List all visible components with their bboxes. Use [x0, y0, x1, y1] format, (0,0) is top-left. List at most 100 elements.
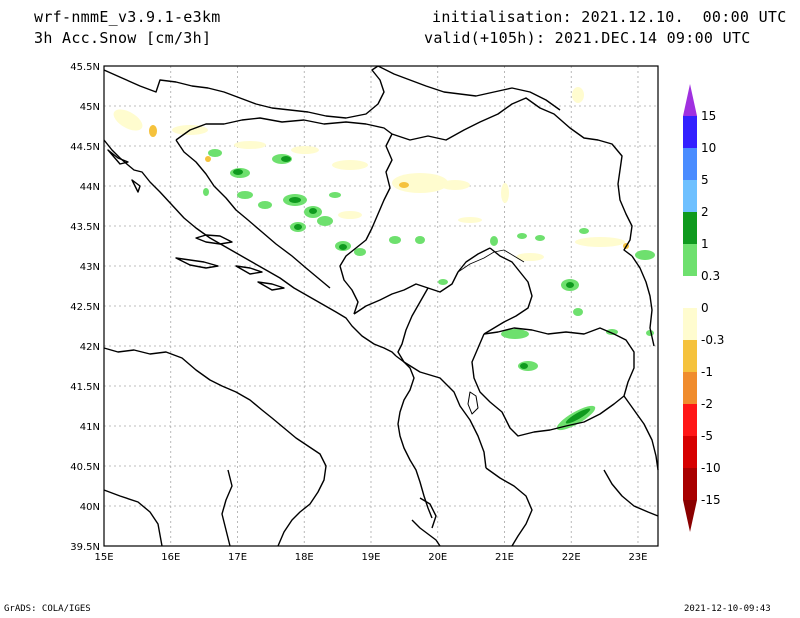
lat-label: 45.5N: [70, 62, 100, 73]
colorbar-label: 10: [701, 141, 716, 155]
colorbar-label: -5: [701, 429, 713, 443]
colorbar-swatch: [683, 276, 697, 308]
snow-patch: [309, 208, 317, 214]
border-kosovo-north: [457, 249, 525, 273]
snow-patch: [338, 211, 362, 219]
snow-patch: [501, 329, 529, 339]
snow-patch: [208, 149, 222, 157]
colorbar-label: 5: [701, 173, 709, 187]
lon-label: 20E: [428, 552, 447, 563]
colorbar-swatch: [683, 148, 697, 180]
coastline-north: [103, 139, 397, 357]
snow-patch: [440, 180, 470, 190]
snow-patch: [415, 236, 425, 244]
snow-patch: [332, 160, 368, 170]
border-sava: [175, 117, 393, 141]
longitude-labels: 15E 16E 17E 18E 19E 20E 21E 22E 23E: [94, 552, 647, 563]
lat-label: 45N: [80, 102, 100, 113]
colorbar-label: -1: [701, 365, 713, 379]
border-macedonia: [483, 327, 635, 397]
lat-label: 44N: [80, 182, 100, 193]
island: [195, 234, 233, 245]
snow-patch: [579, 228, 589, 234]
snow-patch: [517, 233, 527, 239]
snow-patch: [565, 408, 591, 424]
init-time: initialisation: 2021.12.10. 00:00 UTC: [432, 8, 787, 26]
colorbar-label: 15: [701, 109, 716, 123]
lat-label: 39.5N: [70, 542, 100, 553]
colorbar-swatch: [683, 212, 697, 244]
gulf-coast: [419, 497, 437, 529]
coastline-italy-south: [221, 469, 233, 547]
border-hungary: [377, 65, 561, 111]
border-greece: [485, 467, 533, 547]
colorbar-swatch: [683, 372, 697, 404]
snow-patch: [205, 156, 211, 162]
snow-patch: [149, 125, 157, 137]
colorbar-label: 2: [701, 205, 709, 219]
snow-patch: [389, 236, 401, 244]
model-title: wrf-nmmE_v3.9.1-e3km: [34, 8, 221, 26]
snow-patch: [516, 253, 544, 261]
island: [107, 149, 129, 165]
colorbar-label: -10: [701, 461, 721, 475]
lat-label: 41N: [80, 422, 100, 433]
snow-patch: [113, 109, 143, 131]
lat-label: 43N: [80, 262, 100, 273]
lon-label: 15E: [94, 552, 113, 563]
snow-patch: [501, 183, 509, 203]
valid-time: valid(+105h): 2021.DEC.14 09:00 UTC: [424, 29, 751, 47]
colorbar-top-arrow: [683, 84, 697, 116]
island: [131, 179, 141, 193]
lat-label: 40.5N: [70, 462, 100, 473]
snow-patch: [329, 192, 341, 198]
snow-patch: [354, 248, 366, 256]
snow-patch: [281, 156, 291, 162]
lat-label: 42.5N: [70, 302, 100, 313]
snow-patch: [339, 244, 347, 250]
snow-patch: [317, 216, 333, 226]
lon-label: 23E: [628, 552, 647, 563]
snow-patch: [289, 197, 301, 203]
gridlines: [104, 66, 658, 546]
border-drina: [339, 133, 393, 315]
lon-label: 19E: [361, 552, 380, 563]
lat-label: 42N: [80, 342, 100, 353]
snow-patch: [535, 235, 545, 241]
island: [257, 281, 285, 291]
colorbar-swatch: [683, 404, 697, 436]
lat-label: 44.5N: [70, 142, 100, 153]
snow-patch: [234, 141, 266, 149]
island: [235, 265, 263, 275]
colorbar-label: -0.3: [701, 333, 724, 347]
snow-field: [113, 87, 655, 431]
border-macedonia-south: [471, 333, 625, 437]
snow-patch: [635, 250, 655, 260]
lat-label: 40N: [80, 502, 100, 513]
variable-title: 3h Acc.Snow [cm/3h]: [34, 29, 212, 47]
lon-label: 22E: [562, 552, 581, 563]
colorbar-label: -15: [701, 493, 721, 507]
footer-credit: GrADS: COLA/IGES: [4, 604, 91, 614]
snow-patch: [233, 169, 243, 175]
colorbar-swatch: [683, 340, 697, 372]
snow-patch: [392, 173, 448, 193]
coastlines-and-borders: [103, 65, 659, 547]
colorbar: 15 10 5 2 1 0.3 0 -0.3 -1 -2 -5 -10 -15: [683, 84, 724, 532]
coastline-italy: [103, 347, 327, 547]
corfu-coast: [411, 519, 441, 547]
snow-patch: [566, 282, 574, 288]
colorbar-label: 0: [701, 301, 709, 315]
snow-patch: [237, 191, 253, 199]
border-albania-east: [397, 287, 487, 469]
lat-label: 41.5N: [70, 382, 100, 393]
latitude-labels: 45.5N 45N 44.5N 44N 43.5N 43N 42.5N 42N 41.5N 41N…: [70, 62, 100, 553]
snow-patch: [575, 237, 625, 247]
island: [175, 257, 219, 269]
lon-label: 16E: [161, 552, 180, 563]
colorbar-swatch: [683, 116, 697, 148]
lake-ohrid: [467, 391, 479, 415]
coastline-albania: [395, 355, 433, 519]
snow-patch: [399, 182, 409, 188]
